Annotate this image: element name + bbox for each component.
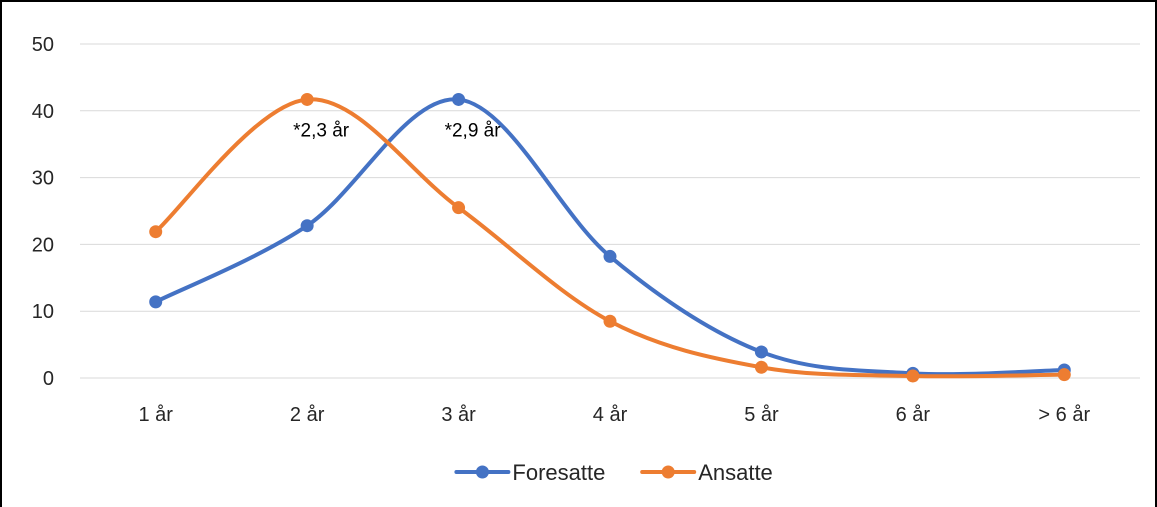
data-point-ansatte-7 [1057, 368, 1071, 382]
y-tick-label-20: 20 [32, 234, 54, 256]
data-point-foresatte-1 [149, 295, 163, 309]
series-lines [149, 92, 1071, 383]
data-point-ansatte-2 [300, 92, 314, 106]
x-tick-label-6: 6 år [896, 404, 931, 426]
x-tick-label-2: 2 år [290, 404, 325, 426]
data-point-ansatte-1 [149, 225, 163, 239]
data-point-ansatte-5 [754, 360, 768, 374]
y-axis-tick-labels: 0 10 20 30 40 50 [32, 34, 54, 390]
x-tick-label-1: 1 år [138, 404, 173, 426]
data-point-ansatte-3 [452, 201, 466, 215]
legend-entry-foresatte: Foresatte [454, 460, 605, 485]
y-tick-label-10: 10 [32, 301, 54, 323]
annotation-label-2: *2,9 år [445, 120, 502, 141]
legend-entry-ansatte: Ansatte [640, 460, 773, 485]
data-point-ansatte-4 [603, 314, 617, 328]
series-line-ansatte [153, 97, 1067, 379]
legend-label-foresatte: Foresatte [512, 460, 605, 485]
data-point-foresatte-3 [452, 92, 466, 106]
gridlines [80, 43, 1140, 379]
x-tick-label-7: > 6 år [1038, 404, 1090, 426]
x-axis-tick-labels: 1 år 2 år 3 år 4 år 5 år 6 år > 6 år [138, 404, 1090, 426]
annotation-label-1: *2,3 år [293, 120, 350, 141]
x-tick-label-5: 5 år [744, 404, 779, 426]
y-tick-label-50: 50 [32, 34, 54, 56]
series-line-foresatte [153, 97, 1067, 377]
x-tick-label-4: 4 år [593, 404, 628, 426]
series-ansatte [149, 92, 1071, 383]
x-tick-label-3: 3 år [441, 404, 476, 426]
y-tick-label-40: 40 [32, 101, 54, 123]
annotations: *2,3 år *2,9 år [293, 120, 501, 141]
legend-marker-foresatte [475, 465, 489, 479]
data-point-foresatte-5 [754, 345, 768, 359]
series-foresatte [149, 92, 1071, 380]
data-point-foresatte-4 [603, 249, 617, 263]
data-point-foresatte-2 [300, 219, 314, 233]
data-point-ansatte-6 [906, 369, 920, 383]
y-tick-label-0: 0 [43, 368, 54, 390]
legend-label-ansatte: Ansatte [698, 460, 773, 485]
legend-marker-ansatte [661, 465, 675, 479]
y-tick-label-30: 30 [32, 168, 54, 190]
legend: Foresatte Ansatte [454, 460, 773, 485]
